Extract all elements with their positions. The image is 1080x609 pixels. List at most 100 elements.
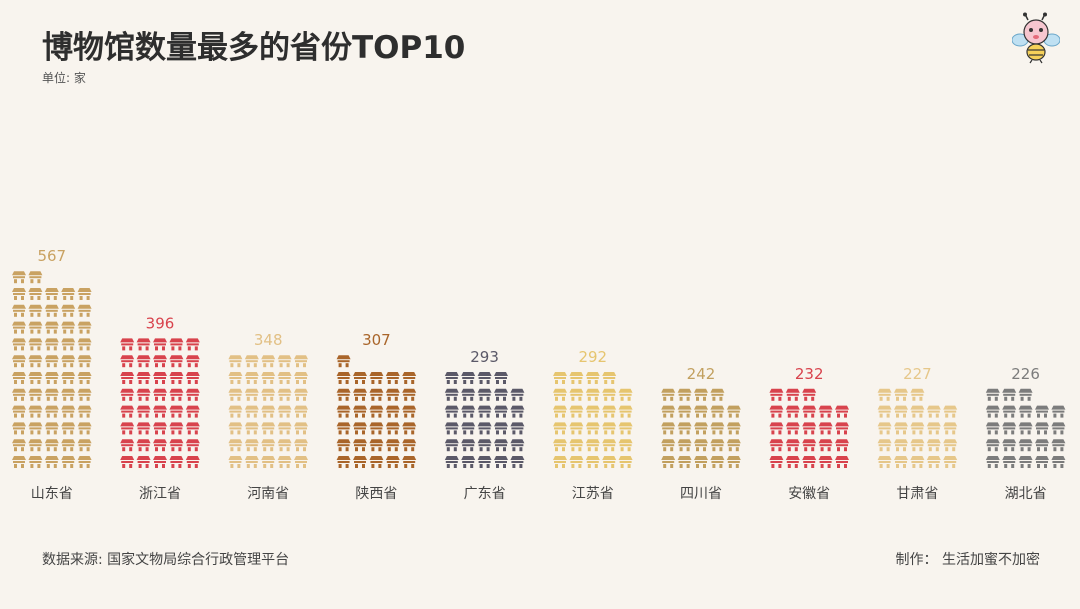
data-label: 348 (254, 331, 283, 349)
building-icon (461, 388, 476, 401)
building-icon (353, 388, 367, 401)
building-icon (985, 439, 1000, 452)
category-label: 浙江省 (139, 486, 181, 502)
building-icon (136, 388, 151, 401)
building-icon (726, 439, 741, 452)
building-icon (294, 439, 308, 452)
building-icon (1002, 405, 1017, 418)
building-icon (77, 355, 92, 368)
building-icon (185, 372, 200, 384)
building-icon (136, 456, 151, 468)
building-icon (926, 456, 941, 468)
category-label: 河南省 (247, 486, 289, 502)
building-icon (77, 288, 92, 300)
building-icon (661, 422, 676, 435)
building-icon (877, 405, 892, 418)
data-label: 567 (37, 247, 66, 265)
building-icon (553, 405, 567, 418)
building-icon (1051, 405, 1066, 418)
category-label: 山东省 (31, 486, 73, 502)
credit-text: 制作： 生活加蜜不加密 (895, 552, 1040, 568)
building-icon (385, 422, 400, 435)
building-icon (569, 388, 584, 401)
building-icon (402, 405, 417, 418)
building-icon (294, 388, 308, 401)
building-icon (710, 456, 725, 468)
category-label: 湖北省 (1005, 486, 1047, 502)
building-icon (985, 456, 1000, 468)
building-icon (61, 321, 76, 334)
building-icon (694, 439, 708, 452)
building-icon (28, 355, 43, 368)
building-icon (336, 388, 351, 401)
building-icon (877, 456, 892, 468)
building-icon (228, 422, 243, 435)
building-icon (28, 288, 43, 300)
building-icon (985, 422, 1000, 435)
building-icon (277, 405, 292, 418)
building-icon (585, 388, 600, 401)
building-icon (261, 456, 276, 468)
building-icon (44, 288, 59, 300)
building-icon (261, 422, 276, 435)
building-icon (28, 405, 43, 418)
building-icon (44, 456, 59, 468)
building-icon (802, 405, 817, 418)
bar-group (985, 388, 1066, 468)
building-icon (28, 422, 43, 435)
building-icon (818, 405, 833, 418)
building-icon (943, 439, 958, 452)
category-label: 陕西省 (355, 486, 397, 502)
building-icon (369, 388, 384, 401)
building-icon (618, 405, 633, 418)
building-icon (28, 304, 43, 317)
category-label: 广东省 (464, 486, 506, 502)
building-icon (228, 388, 243, 401)
building-icon (802, 456, 817, 468)
building-icon (294, 372, 308, 384)
bar-group (336, 355, 417, 468)
building-icon (894, 422, 908, 435)
building-icon (943, 422, 958, 435)
category-label: 甘肃省 (896, 486, 938, 502)
building-icon (120, 372, 135, 384)
bar-group (120, 338, 200, 468)
category-label: 四川省 (680, 486, 722, 502)
building-icon (244, 439, 259, 452)
building-icon (726, 456, 741, 468)
building-icon (228, 405, 243, 418)
building-icon (1018, 388, 1033, 401)
building-icon (153, 388, 167, 401)
building-icon (261, 388, 276, 401)
building-icon (169, 372, 184, 384)
building-icon (44, 388, 59, 401)
building-icon (710, 422, 725, 435)
building-icon (569, 439, 584, 452)
building-icon (553, 439, 567, 452)
building-icon (461, 456, 476, 468)
building-icon (510, 422, 525, 435)
building-icon (694, 422, 708, 435)
building-icon (185, 422, 200, 435)
building-icon (677, 439, 692, 452)
building-icon (61, 288, 76, 300)
building-icon (602, 405, 617, 418)
building-icon (353, 372, 367, 384)
building-icon (369, 456, 384, 468)
building-icon (769, 439, 784, 452)
building-icon (785, 388, 800, 401)
building-icon (477, 456, 492, 468)
building-icon (28, 338, 43, 351)
building-icon (353, 405, 367, 418)
building-icon (910, 388, 925, 401)
building-icon (385, 405, 400, 418)
building-icon (44, 321, 59, 334)
building-icon (369, 439, 384, 452)
bar-group (661, 388, 741, 468)
building-icon (12, 304, 26, 317)
building-icon (494, 456, 508, 468)
building-icon (553, 388, 567, 401)
building-icon (44, 355, 59, 368)
building-icon (553, 422, 567, 435)
building-icon (28, 388, 43, 401)
